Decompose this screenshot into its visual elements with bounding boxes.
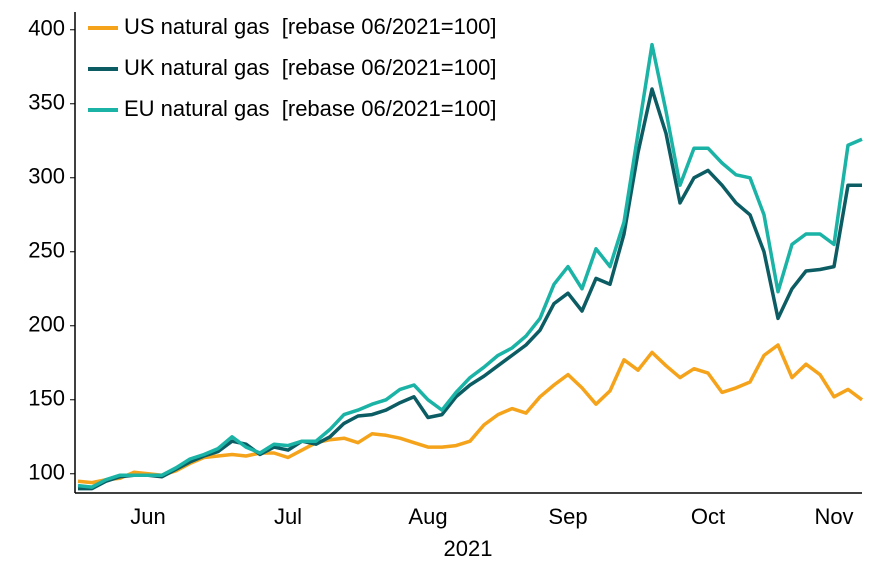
legend-label: EU natural gas [rebase 06/2021=100] bbox=[124, 96, 496, 121]
legend-label: US natural gas [rebase 06/2021=100] bbox=[124, 14, 496, 39]
x-tick-label: Aug bbox=[408, 504, 447, 529]
y-tick-label: 200 bbox=[28, 312, 65, 337]
y-tick-label: 100 bbox=[28, 460, 65, 485]
y-tick-label: 250 bbox=[28, 238, 65, 263]
data-line bbox=[77, 343, 864, 485]
data-line bbox=[77, 42, 863, 489]
x-tick-label: Oct bbox=[691, 504, 725, 529]
x-tick-label: Sep bbox=[548, 504, 587, 529]
y-tick-label: 150 bbox=[28, 386, 65, 411]
y-tick-label: 350 bbox=[28, 90, 65, 115]
data-line bbox=[78, 87, 862, 491]
y-tick-label: 300 bbox=[28, 164, 65, 189]
y-tick-label: 400 bbox=[28, 16, 65, 41]
x-axis-label: 2021 bbox=[444, 536, 493, 561]
legend-label: UK natural gas [rebase 06/2021=100] bbox=[124, 55, 496, 80]
x-tick-label: Jul bbox=[274, 504, 302, 529]
x-tick-label: Nov bbox=[814, 504, 853, 529]
x-tick-label: Jun bbox=[130, 504, 165, 529]
